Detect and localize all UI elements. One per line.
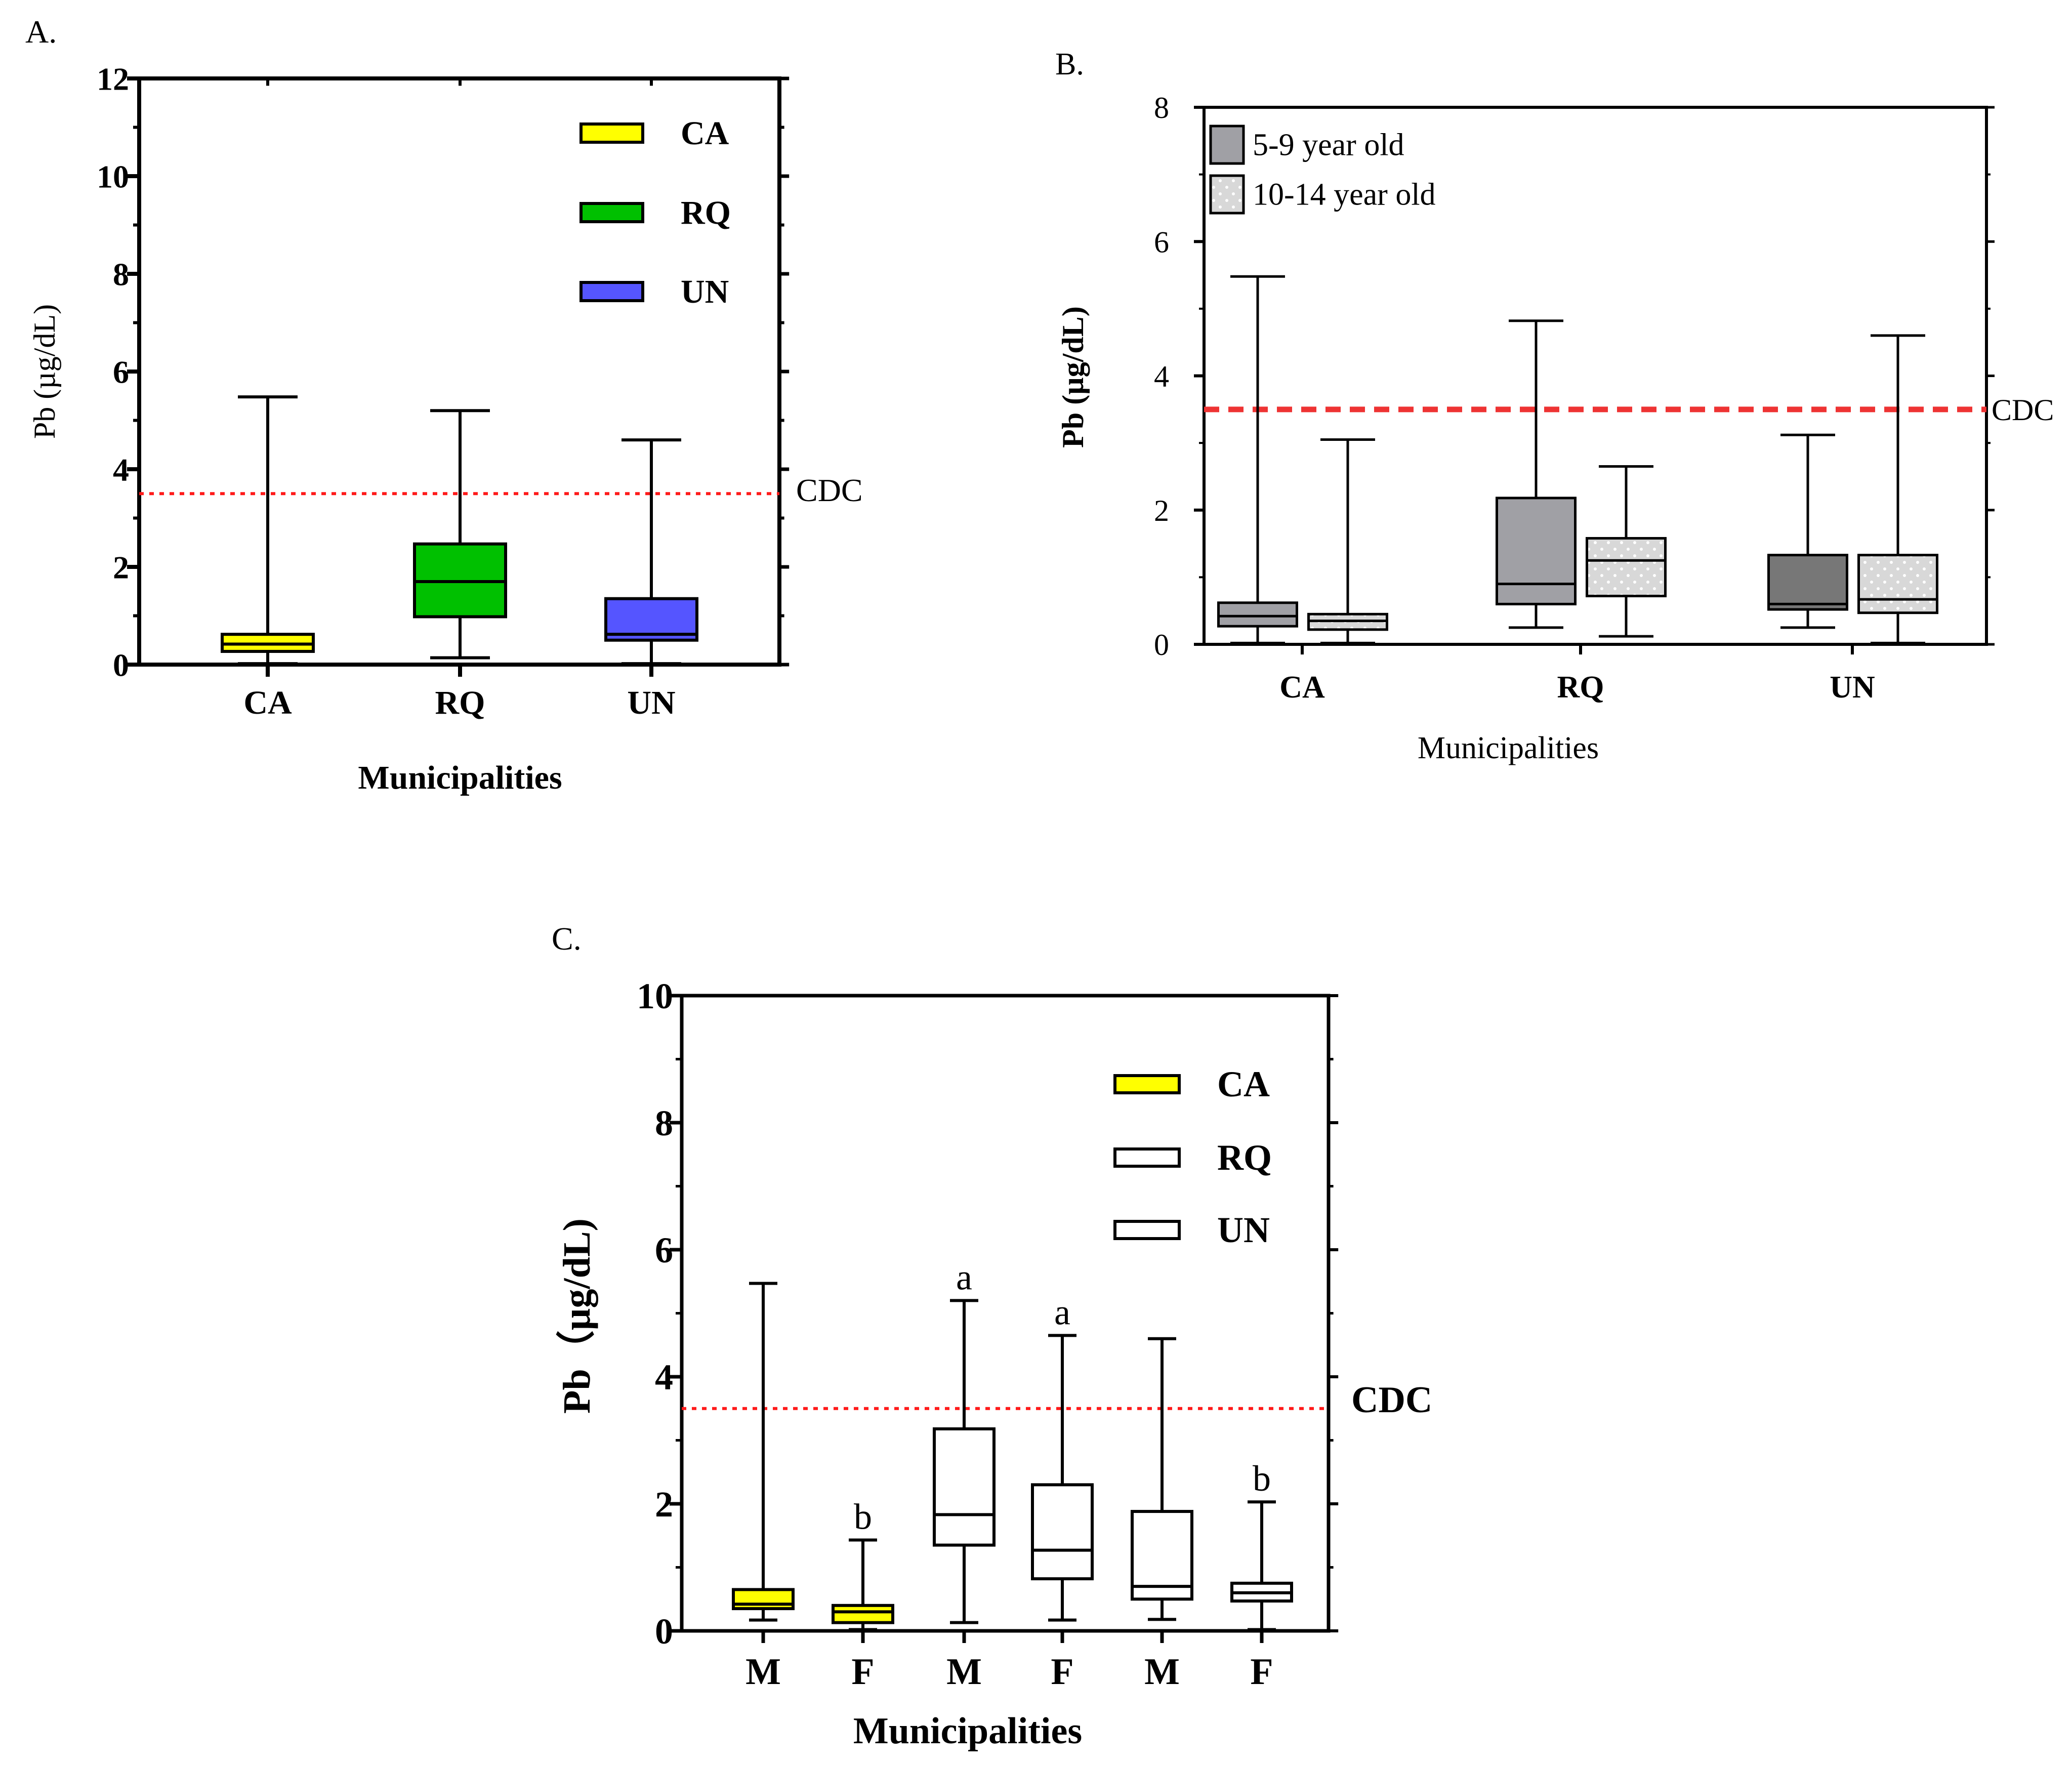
x-axis-title: Municipalities bbox=[853, 1710, 1082, 1752]
y-tick-label: 4 bbox=[1154, 360, 1169, 393]
box-iqr bbox=[1586, 537, 1667, 598]
box-iqr bbox=[933, 1427, 996, 1547]
reference-line-label: CDC bbox=[796, 472, 863, 508]
significance-letter: b bbox=[1253, 1458, 1271, 1499]
box-iqr bbox=[1857, 554, 1938, 614]
x-tick-label: M bbox=[745, 1651, 781, 1693]
legend-label: 10-14 year old bbox=[1253, 177, 1436, 212]
legend-label: 5-9 year old bbox=[1253, 128, 1404, 162]
y-tick-label: 8 bbox=[655, 1103, 673, 1143]
x-tick-label: UN bbox=[627, 684, 675, 721]
significance-letter: b bbox=[854, 1497, 872, 1537]
legend-label: RQ bbox=[1217, 1137, 1272, 1178]
y-tick-label: 12 bbox=[97, 61, 129, 97]
significance-letter: a bbox=[1054, 1292, 1070, 1332]
legend-swatch bbox=[1113, 1220, 1181, 1240]
x-tick-label: M bbox=[1144, 1651, 1180, 1693]
y-tick-label: 2 bbox=[655, 1484, 673, 1525]
legend-label: CA bbox=[1217, 1064, 1270, 1104]
y-tick-label: 6 bbox=[1154, 225, 1169, 259]
y-axis-title: Pb（µg/dL) bbox=[556, 1218, 598, 1414]
legend-label: RQ bbox=[681, 194, 731, 231]
legend-swatch bbox=[579, 122, 644, 144]
box-iqr bbox=[1496, 497, 1577, 605]
panel-label: A. bbox=[25, 14, 57, 50]
box-iqr bbox=[832, 1604, 894, 1624]
x-axis-title: Municipalities bbox=[358, 759, 562, 796]
box-iqr bbox=[732, 1588, 795, 1611]
x-tick-label: RQ bbox=[1557, 670, 1604, 705]
legend-label: UN bbox=[681, 273, 729, 310]
y-tick-label: 8 bbox=[113, 256, 129, 292]
box-iqr bbox=[1767, 554, 1848, 611]
y-tick-label: 6 bbox=[655, 1230, 673, 1270]
legend-swatch bbox=[579, 202, 644, 223]
y-tick-label: 8 bbox=[1154, 91, 1169, 125]
box-iqr bbox=[1217, 601, 1298, 628]
y-tick-label: 0 bbox=[1154, 628, 1169, 662]
x-tick-label: CA bbox=[1279, 670, 1325, 705]
legend-label: CA bbox=[681, 115, 729, 152]
y-tick-label: 0 bbox=[113, 647, 129, 683]
legend-swatch bbox=[1113, 1074, 1181, 1094]
y-tick-label: 2 bbox=[113, 549, 129, 585]
legend-swatch bbox=[1209, 125, 1245, 165]
chart-panel-c: C. 0 2 4 6 8 10 M F M F M F Municipalities Pb（µg/dL) CD… bbox=[552, 921, 1432, 1752]
legend-label: UN bbox=[1217, 1210, 1270, 1250]
legend-swatch bbox=[1113, 1147, 1181, 1168]
x-tick-label: CA bbox=[243, 684, 292, 721]
x-tick-label: F bbox=[1250, 1651, 1273, 1693]
x-tick-label: RQ bbox=[435, 684, 485, 721]
y-tick-label: 2 bbox=[1154, 494, 1169, 527]
y-tick-label: 10 bbox=[637, 976, 673, 1016]
x-tick-label: UN bbox=[1830, 670, 1875, 705]
y-axis-title: Pb (µg/dL) bbox=[28, 304, 61, 439]
box-iqr bbox=[1131, 1510, 1193, 1601]
x-tick-label: F bbox=[1051, 1651, 1073, 1693]
legend-swatch bbox=[579, 281, 644, 302]
x-tick-label: M bbox=[946, 1651, 982, 1693]
y-tick-label: 4 bbox=[113, 451, 129, 487]
y-tick-label: 4 bbox=[655, 1357, 673, 1398]
box-iqr bbox=[1031, 1483, 1094, 1581]
panel-label: C. bbox=[552, 921, 582, 957]
x-axis-title: Municipalities bbox=[1418, 731, 1599, 765]
reference-line-label: CDC bbox=[1992, 393, 2054, 427]
legend-swatch bbox=[1209, 174, 1245, 215]
reference-line-label: CDC bbox=[1351, 1379, 1432, 1421]
x-tick-label: F bbox=[851, 1651, 874, 1693]
y-tick-label: 6 bbox=[113, 354, 129, 390]
y-axis-title: Pb (µg/dL) bbox=[1056, 306, 1090, 448]
chart-panel-a: A. 0 2 4 6 8 10 12 CA RQ UN Municipalities Pb (µg/dL… bbox=[25, 14, 863, 796]
chart-panel-b: B. 0 2 4 6 8 CA RQ UN Municipalities Pb (µg/dL) CDC… bbox=[1055, 47, 2054, 765]
y-tick-label: 0 bbox=[655, 1611, 673, 1652]
y-tick-label: 10 bbox=[97, 158, 129, 194]
panel-label: B. bbox=[1055, 47, 1084, 81]
significance-letter: a bbox=[956, 1257, 972, 1297]
